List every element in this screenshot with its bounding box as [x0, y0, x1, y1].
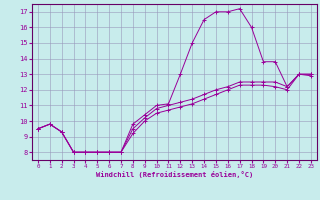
X-axis label: Windchill (Refroidissement éolien,°C): Windchill (Refroidissement éolien,°C) — [96, 171, 253, 178]
